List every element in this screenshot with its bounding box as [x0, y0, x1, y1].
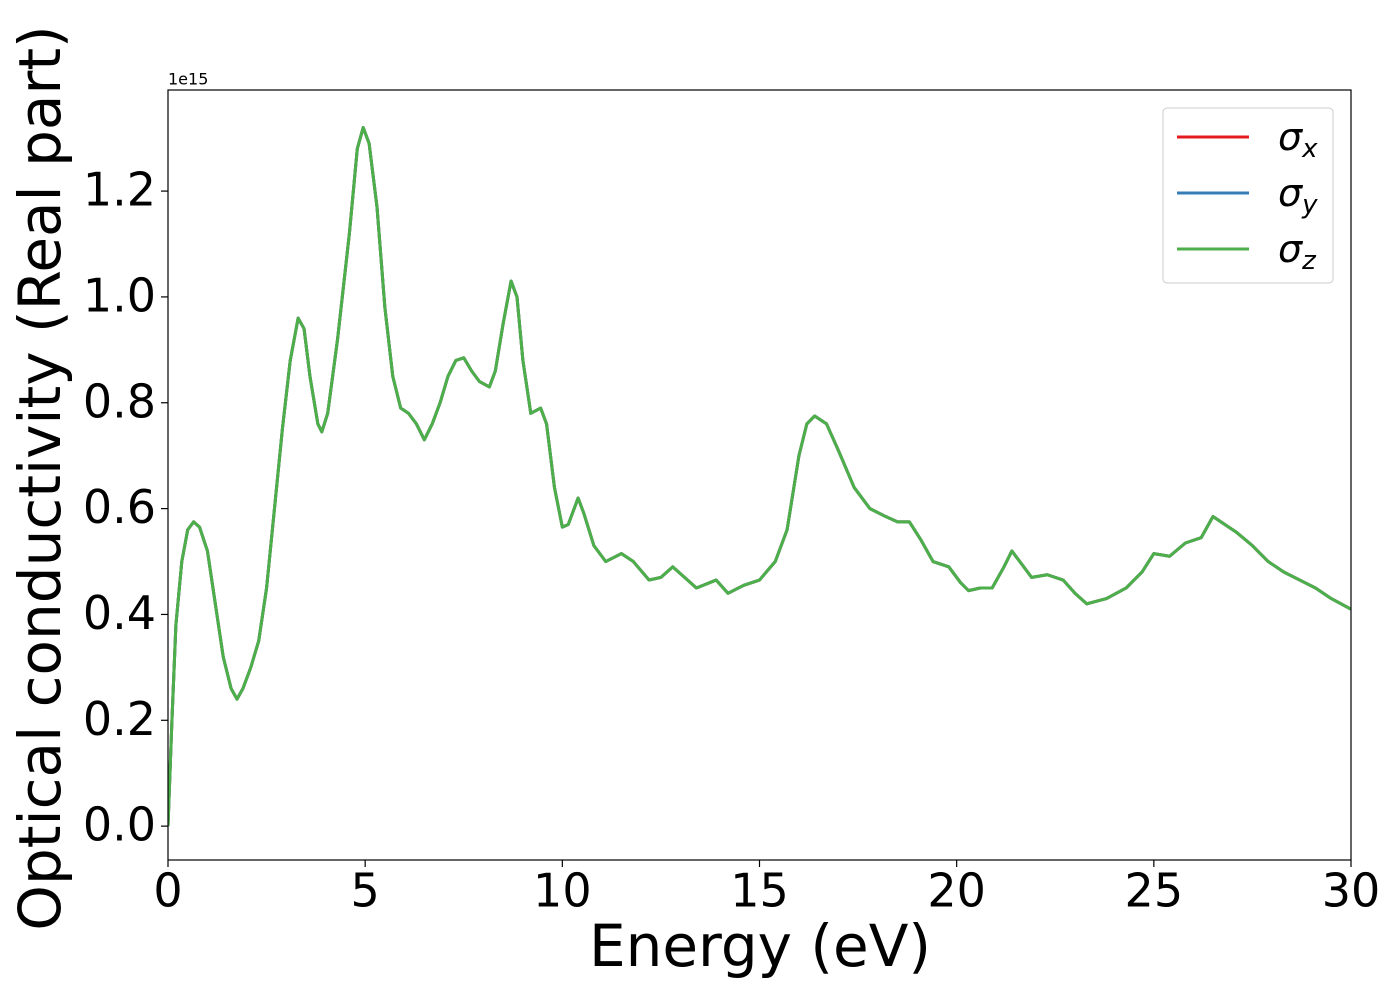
legend-label: σy: [1278, 171, 1318, 220]
y-tick-label: 0.6: [83, 480, 156, 534]
y-tick-label: 1.2: [83, 163, 156, 217]
x-tick-label: 20: [927, 864, 986, 918]
legend-label: σz: [1278, 227, 1317, 276]
x-tick-label: 5: [351, 864, 380, 918]
series-line: [168, 126, 1351, 827]
x-tick-label: 0: [153, 864, 182, 918]
x-axis-label: Energy (eV): [589, 912, 931, 980]
x-tick-label: 25: [1125, 864, 1184, 918]
y-tick-label: 0.8: [83, 374, 156, 428]
x-tick-label: 10: [533, 864, 592, 918]
legend-box: [1162, 107, 1334, 284]
y-tick-label: 1.0: [83, 268, 156, 322]
y-tick-label: 0.4: [83, 586, 156, 640]
y-axis-label: Optical conductivity (Real part): [6, 25, 74, 930]
y-offset-text: 1e15: [168, 70, 208, 89]
x-tick-label: 30: [1322, 864, 1381, 918]
x-tick-label: 15: [730, 864, 789, 918]
plot-frame: [167, 89, 1352, 861]
legend-label: σx: [1278, 115, 1318, 164]
y-tick-label: 0.2: [83, 692, 156, 746]
y-tick-label: 0.0: [83, 798, 156, 852]
